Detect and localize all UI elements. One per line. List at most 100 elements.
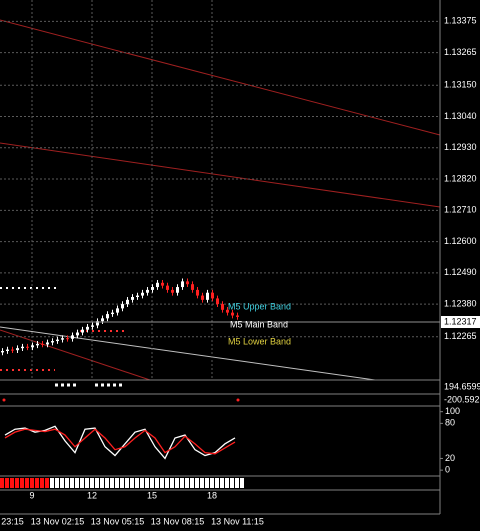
y-tick-label: 100: [445, 406, 460, 416]
candle-body: [31, 345, 34, 348]
progress-block: [185, 478, 189, 488]
candle-body: [46, 342, 49, 345]
progress-block: [90, 478, 94, 488]
progress-block: [210, 478, 214, 488]
progress-block: [80, 478, 84, 488]
candle-body: [96, 321, 99, 326]
progress-block: [225, 478, 229, 488]
candle-body: [166, 285, 169, 290]
candle-body: [86, 326, 89, 330]
candle-body: [141, 292, 144, 296]
candle-body: [66, 338, 69, 340]
candle-body: [121, 304, 124, 309]
y-tick-label: 20: [445, 453, 455, 463]
progress-block: [140, 478, 144, 488]
candle-body: [91, 325, 94, 327]
candle-body: [21, 346, 24, 349]
x-tick-label: 13 Nov 05:15: [91, 516, 145, 526]
candle-body: [161, 282, 164, 286]
candle-body: [61, 338, 64, 340]
candle-body: [206, 292, 209, 300]
progress-block: [175, 478, 179, 488]
progress-block: [40, 478, 44, 488]
stochastic-line: [4, 425, 236, 460]
candle-body: [131, 297, 134, 300]
x-tick-label: 23:15: [1, 516, 24, 526]
progress-block: [20, 478, 24, 488]
progress-block: [120, 478, 124, 488]
progress-block: [170, 478, 174, 488]
progress-block: [220, 478, 224, 488]
progress-block: [45, 478, 49, 488]
candle-body: [111, 312, 114, 315]
progress-block: [0, 478, 4, 488]
progress-block: [35, 478, 39, 488]
candle-body: [136, 295, 139, 297]
progress-block: [240, 478, 244, 488]
progress-block: [235, 478, 239, 488]
progress-block: [160, 478, 164, 488]
candle-body: [151, 287, 154, 290]
stochastic-line: [4, 428, 236, 455]
candle-body: [211, 292, 214, 299]
progress-block: [115, 478, 119, 488]
progress-block: [95, 478, 99, 488]
y-tick-label: 1.13265: [444, 47, 477, 57]
y-tick-label: 1.13150: [444, 80, 477, 90]
candle-body: [6, 349, 9, 351]
pane-value-label: -200.592: [444, 394, 480, 404]
candle-body: [81, 329, 84, 333]
progress-block: [145, 478, 149, 488]
y-tick-label: 1.12710: [444, 205, 477, 215]
candle-body: [26, 346, 29, 348]
candle-body: [221, 304, 224, 310]
current-price-box: [441, 316, 480, 329]
progress-block: [5, 478, 9, 488]
progress-block: [125, 478, 129, 488]
scale-label: 12: [87, 490, 97, 500]
scale-label: 9: [29, 490, 34, 500]
candle-body: [176, 287, 179, 293]
progress-block: [50, 478, 54, 488]
pane-value-label: 194.6599: [444, 381, 480, 391]
candle-body: [226, 309, 229, 313]
candle-body: [231, 312, 234, 316]
progress-block: [55, 478, 59, 488]
signal-dot: [2, 398, 6, 402]
progress-block: [15, 478, 19, 488]
candle-body: [51, 341, 54, 343]
candle-body: [106, 314, 109, 319]
x-tick-label: 13 Nov 11:15: [211, 516, 264, 526]
candle-body: [156, 282, 159, 288]
y-tick-label: 1.13040: [444, 111, 477, 121]
progress-block: [10, 478, 14, 488]
band-label: M5 Main Band: [230, 319, 288, 329]
progress-block: [205, 478, 209, 488]
candle-body: [216, 298, 219, 305]
candle-body: [186, 281, 189, 285]
trend-line: [0, 19, 441, 136]
x-tick-label: 13 Nov 02:15: [31, 516, 85, 526]
scale-label: 18: [207, 490, 217, 500]
y-tick-label: 1.12820: [444, 173, 477, 183]
candle-body: [76, 332, 79, 336]
candle-body: [181, 281, 184, 288]
scale-label: 15: [147, 490, 157, 500]
progress-block: [25, 478, 29, 488]
progress-block: [230, 478, 234, 488]
progress-block: [105, 478, 109, 488]
y-tick-label: 1.12380: [444, 298, 477, 308]
current-price-label: 1.12317: [444, 316, 477, 326]
progress-block: [155, 478, 159, 488]
progress-block: [75, 478, 79, 488]
candle-body: [171, 289, 174, 293]
y-tick-label: 1.12490: [444, 267, 477, 277]
candle-body: [236, 315, 239, 317]
candle-body: [71, 335, 74, 339]
band-label: M5 Lower Band: [228, 336, 291, 346]
y-tick-label: 1.13375: [444, 16, 477, 26]
progress-block: [110, 478, 114, 488]
progress-block: [135, 478, 139, 488]
